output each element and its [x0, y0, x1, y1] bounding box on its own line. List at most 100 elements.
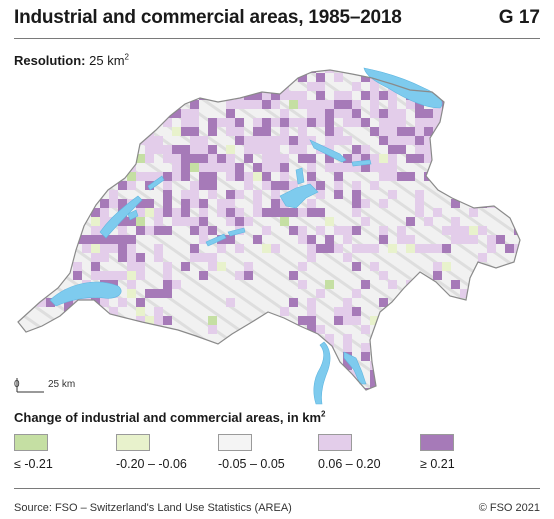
grid-cell: [109, 91, 118, 100]
grid-cell: [145, 199, 154, 208]
grid-cell: [163, 388, 172, 390]
grid-cell: [244, 145, 253, 154]
grid-cell: [46, 145, 55, 154]
grid-cell: [235, 70, 244, 73]
grid-cell: [100, 343, 109, 352]
grid-cell: [37, 217, 46, 226]
grid-cell: [19, 136, 28, 145]
grid-cell: [145, 289, 154, 298]
grid-cell: [523, 172, 532, 181]
grid-cell: [18, 352, 19, 361]
grid-cell: [316, 82, 325, 91]
grid-cell: [289, 226, 298, 235]
grid-cell: [388, 154, 397, 163]
grid-cell: [217, 163, 226, 172]
grid-cell: [460, 226, 469, 235]
grid-cell: [424, 217, 433, 226]
grid-cell: [208, 145, 217, 154]
grid-cell: [100, 235, 109, 244]
grid-cell: [415, 190, 424, 199]
grid-cell: [379, 172, 388, 181]
grid-cell: [406, 235, 415, 244]
grid-cell: [18, 172, 19, 181]
grid-cell: [451, 118, 460, 127]
grid-cell: [190, 253, 199, 262]
grid-cell: [217, 154, 226, 163]
lake-thun: [205, 233, 227, 247]
grid-cell: [244, 154, 253, 163]
grid-cell: [18, 244, 19, 253]
grid-cell: [100, 316, 109, 325]
grid-cell: [181, 163, 190, 172]
grid-cell: [28, 235, 37, 244]
grid-cell: [406, 307, 415, 316]
grid-cell: [163, 199, 172, 208]
legend-item-strong-decrease: ≤ -0.21: [14, 434, 124, 471]
scale-bar: 0 25 km: [14, 378, 75, 393]
grid-cell: [163, 262, 172, 271]
figure-number: G 17: [498, 7, 540, 28]
grid-cell: [415, 199, 424, 208]
grid-cell: [505, 136, 514, 145]
grid-cell: [82, 190, 91, 199]
grid-cell: [505, 388, 514, 390]
grid-cell: [298, 91, 307, 100]
grid-cell: [460, 361, 469, 370]
grid-cell: [316, 100, 325, 109]
grid-cell: [100, 217, 109, 226]
grid-cell: [28, 199, 37, 208]
grid-cell: [208, 181, 217, 190]
grid-cell: [217, 262, 226, 271]
grid-cell: [289, 325, 298, 334]
grid-cell: [172, 145, 181, 154]
grid-cell: [352, 181, 361, 190]
grid-cell: [127, 172, 136, 181]
grid-cell: [18, 136, 19, 145]
grid-cell: [325, 154, 334, 163]
grid-cell: [433, 172, 442, 181]
grid-cell: [451, 109, 460, 118]
grid-cell: [307, 208, 316, 217]
lake-biel: [147, 175, 165, 191]
grid-cell: [190, 145, 199, 154]
scale-bar-end: 25 km: [48, 379, 75, 390]
grid-cell: [388, 388, 397, 390]
grid-cell: [82, 154, 91, 163]
grid-cell: [505, 280, 514, 289]
grid-cell: [262, 226, 271, 235]
grid-cell: [226, 127, 235, 136]
grid-cell: [145, 82, 154, 91]
grid-cell: [64, 100, 73, 109]
grid-cell: [271, 145, 280, 154]
grid-cell: [514, 217, 520, 226]
grid-cell: [127, 343, 136, 352]
grid-cell: [244, 217, 253, 226]
grid-cell: [91, 217, 100, 226]
grid-cell: [505, 199, 514, 208]
grid-cell: [289, 298, 298, 307]
grid-cell: [343, 298, 352, 307]
grid-cell: [343, 91, 352, 100]
grid-cell: [181, 154, 190, 163]
grid-cell: [334, 316, 343, 325]
grid-cell: [28, 172, 37, 181]
grid-cell: [181, 82, 190, 91]
grid-cell: [289, 91, 298, 100]
grid-cell: [199, 163, 208, 172]
grid-cell: [433, 208, 442, 217]
grid-cell: [244, 388, 253, 390]
grid-cell: [181, 208, 190, 217]
grid-cell: [136, 208, 145, 217]
grid-cell: [451, 352, 460, 361]
grid-cell: [136, 262, 145, 271]
grid-cell: [379, 235, 388, 244]
grid-cell: [46, 298, 55, 307]
grid-cell: [190, 127, 199, 136]
grid-cell: [226, 163, 235, 172]
grid-cell: [55, 253, 64, 262]
grid-cell: [343, 136, 352, 145]
grid-cell: [478, 109, 487, 118]
grid-cell: [235, 163, 244, 172]
grid-cell: [82, 343, 91, 352]
grid-cell: [325, 127, 334, 136]
